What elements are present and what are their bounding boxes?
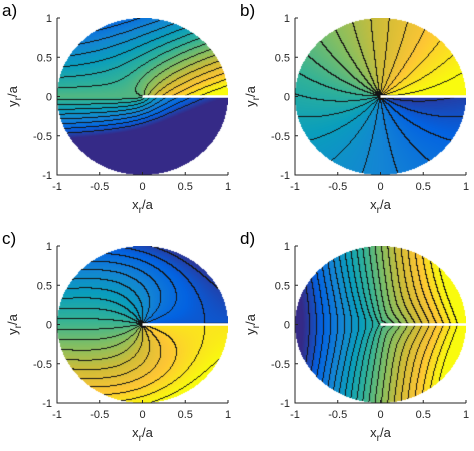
x-tick-label: 0.5 <box>178 181 193 193</box>
y-axis-label: yr/a <box>243 313 262 334</box>
y-axis-label: yr/a <box>5 313 24 334</box>
x-tick-label: -1 <box>290 409 300 421</box>
y-tick-label: 1 <box>46 241 52 253</box>
x-tick-label: 0 <box>139 181 145 193</box>
x-tick-label: -1 <box>52 181 62 193</box>
y-tick-label: 0.5 <box>37 52 52 64</box>
x-tick-label: -1 <box>52 409 62 421</box>
y-tick-label: -0.5 <box>271 359 290 371</box>
y-tick-label: -0.5 <box>33 359 52 371</box>
y-tick-label: 0.5 <box>37 280 52 292</box>
x-tick-label: 0.5 <box>416 181 431 193</box>
y-tick-label: 0 <box>46 320 52 332</box>
panel-label: c) <box>2 229 16 248</box>
y-tick-label: 1 <box>46 13 52 25</box>
x-tick-label: -0.5 <box>328 181 347 193</box>
x-tick-label: 0.5 <box>178 409 193 421</box>
x-tick-label: 1 <box>225 409 231 421</box>
y-tick-label: 0 <box>46 92 52 104</box>
x-tick-label: 1 <box>463 181 469 193</box>
x-tick-label: -0.5 <box>90 181 109 193</box>
panel-label: a) <box>2 1 17 20</box>
panel-b: -1 -0.5 0 0.5 1 1 0.5 0 -0.5 -1 xr/a yr/a b) <box>240 1 469 216</box>
y-tick-label: 1 <box>284 241 290 253</box>
y-tick-label: 0 <box>284 92 290 104</box>
y-tick-label: -1 <box>280 398 290 410</box>
x-tick-label: -0.5 <box>328 409 347 421</box>
x-tick-label: 0 <box>377 409 383 421</box>
y-tick-label: 1 <box>284 13 290 25</box>
x-axis-label: xr/a <box>370 425 391 444</box>
x-tick-label: 0 <box>377 181 383 193</box>
panel-d: -1 -0.5 0 0.5 1 1 0.5 0 -0.5 -1 xr/a yr/a d) <box>240 229 469 444</box>
y-axis-label: yr/a <box>243 85 262 106</box>
y-tick-label: -0.5 <box>271 131 290 143</box>
x-tick-label: -0.5 <box>90 409 109 421</box>
panel-a: -1 -0.5 0 0.5 1 1 0.5 0 -0.5 -1 xr/a yr/a a) <box>2 1 231 216</box>
y-axis-label: yr/a <box>5 85 24 106</box>
y-tick-label: 0.5 <box>275 280 290 292</box>
x-tick-label: 1 <box>463 409 469 421</box>
y-tick-label: 0.5 <box>275 52 290 64</box>
panel-label: d) <box>240 229 255 248</box>
y-tick-label: -1 <box>280 170 290 182</box>
y-tick-label: -0.5 <box>33 131 52 143</box>
panel-c: -1 -0.5 0 0.5 1 1 0.5 0 -0.5 -1 xr/a yr/a c) <box>2 229 231 444</box>
y-tick-label: -1 <box>42 398 52 410</box>
y-tick-label: 0 <box>284 320 290 332</box>
panel-label: b) <box>240 1 255 20</box>
x-tick-label: 0.5 <box>416 409 431 421</box>
x-axis-label: xr/a <box>370 197 391 216</box>
y-tick-label: -1 <box>42 170 52 182</box>
x-tick-label: 0 <box>139 409 145 421</box>
x-tick-label: 1 <box>225 181 231 193</box>
x-axis-label: xr/a <box>132 197 153 216</box>
x-axis-label: xr/a <box>132 425 153 444</box>
x-tick-label: -1 <box>290 181 300 193</box>
